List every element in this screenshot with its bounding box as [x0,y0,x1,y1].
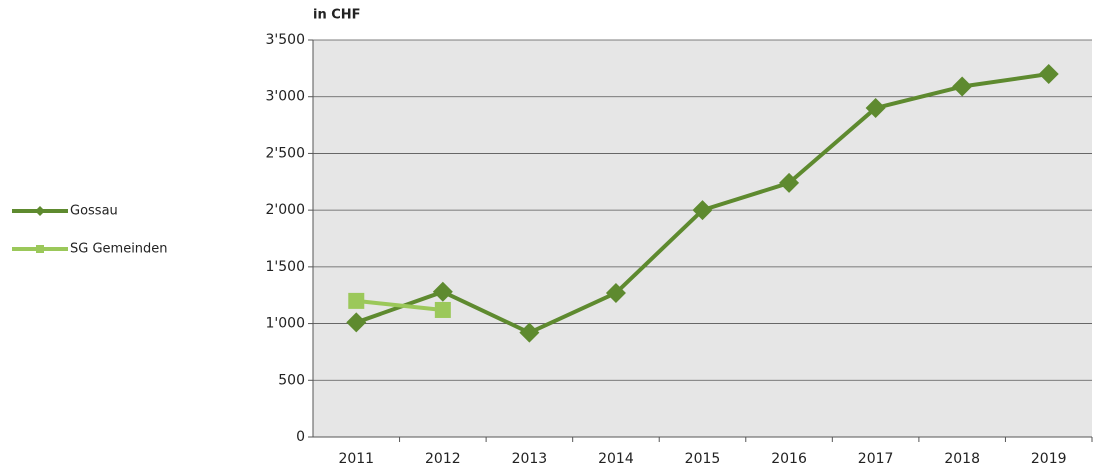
data-point [1038,64,1059,85]
y-tick-label: 2'500 [266,145,305,161]
x-tick-label: 2016 [771,451,807,467]
plot-area [313,40,1092,437]
data-point [434,301,451,318]
y-tick-label: 3'500 [266,32,305,48]
legend-marker [36,245,44,253]
x-tick-label: 2015 [685,451,721,467]
legend-label: SG Gemeinden [70,242,168,257]
data-point [348,292,365,309]
y-tick-label: 500 [278,372,305,388]
x-tick-label: 2011 [338,451,374,467]
x-tick-label: 2019 [1031,451,1067,467]
data-point [605,282,626,303]
y-axis-label: in CHF [313,8,361,23]
legend-marker [35,206,45,216]
data-point [952,76,973,97]
y-tick-label: 2'000 [266,202,305,218]
x-tick-label: 2017 [858,451,894,467]
x-tick-label: 2013 [512,451,548,467]
series-line [356,298,444,312]
data-point [432,281,453,302]
y-tick-label: 0 [296,429,305,445]
data-point [865,98,886,119]
data-point [519,322,540,343]
y-tick-label: 3'000 [266,89,305,105]
legend-label: Gossau [70,204,118,219]
x-tick-label: 2014 [598,451,634,467]
data-point [779,172,800,193]
data-point [692,200,713,221]
y-tick-label: 1'500 [266,259,305,275]
data-point [346,312,367,333]
x-tick-label: 2012 [425,451,461,467]
x-tick-label: 2018 [944,451,980,467]
y-tick-label: 1'000 [266,316,305,332]
